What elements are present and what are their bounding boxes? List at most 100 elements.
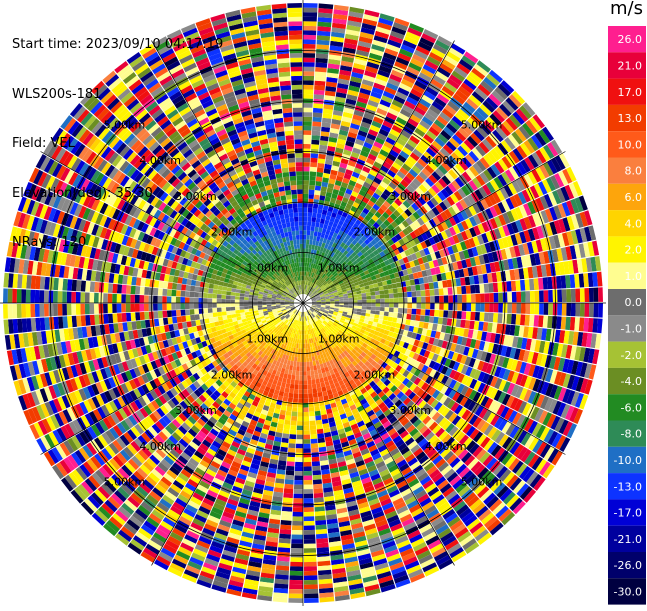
velocity-gate bbox=[258, 344, 264, 351]
velocity-gate bbox=[81, 481, 94, 495]
velocity-gate bbox=[297, 316, 300, 321]
velocity-gate bbox=[375, 398, 384, 406]
velocity-gate bbox=[410, 58, 424, 68]
velocity-gate bbox=[421, 270, 428, 277]
velocity-gate bbox=[260, 432, 268, 440]
velocity-gate bbox=[268, 406, 275, 413]
velocity-gate bbox=[539, 443, 551, 459]
velocity-gate bbox=[260, 503, 271, 510]
velocity-gate bbox=[374, 211, 382, 219]
velocity-gate bbox=[304, 593, 319, 599]
velocity-gate bbox=[506, 358, 514, 370]
velocity-gate bbox=[281, 511, 293, 517]
velocity-gate bbox=[310, 277, 313, 282]
velocity-gate bbox=[353, 281, 360, 286]
velocity-gate bbox=[319, 140, 328, 146]
velocity-gate bbox=[407, 27, 423, 37]
velocity-gate bbox=[318, 3, 334, 10]
velocity-gate bbox=[315, 240, 320, 246]
velocity-gate bbox=[311, 288, 316, 293]
velocity-gate bbox=[233, 456, 243, 465]
velocity-gate bbox=[316, 167, 324, 173]
velocity-gate bbox=[233, 481, 244, 489]
velocity-gate bbox=[370, 291, 376, 296]
velocity-gate bbox=[323, 168, 331, 174]
velocity-gate bbox=[565, 405, 575, 421]
velocity-gate bbox=[413, 377, 422, 386]
velocity-gate bbox=[313, 311, 318, 316]
velocity-gate bbox=[380, 244, 387, 251]
velocity-gate bbox=[307, 375, 312, 381]
velocity-gate bbox=[348, 351, 355, 357]
velocity-gate bbox=[357, 232, 364, 239]
velocity-gate bbox=[500, 345, 508, 357]
velocity-gate bbox=[390, 493, 402, 502]
velocity-gate bbox=[334, 238, 340, 244]
velocity-gate bbox=[464, 514, 478, 527]
velocity-gate bbox=[523, 389, 533, 402]
velocity-gate bbox=[379, 99, 391, 108]
velocity-gate bbox=[341, 538, 354, 546]
velocity-gate bbox=[284, 313, 289, 317]
velocity-gate bbox=[323, 263, 328, 269]
velocity-gate bbox=[393, 350, 401, 358]
velocity-gate bbox=[324, 233, 329, 240]
velocity-gate bbox=[558, 261, 566, 275]
velocity-gate bbox=[221, 441, 231, 449]
velocity-gate bbox=[135, 531, 150, 544]
velocity-gate bbox=[370, 366, 378, 374]
velocity-gate bbox=[321, 242, 326, 248]
velocity-gate bbox=[303, 225, 307, 231]
velocity-gate bbox=[545, 368, 554, 383]
velocity-gate bbox=[228, 429, 237, 437]
velocity-gate bbox=[185, 565, 201, 575]
velocity-gate bbox=[370, 306, 376, 311]
velocity-gate bbox=[107, 477, 120, 490]
velocity-gate bbox=[515, 280, 521, 291]
velocity-gate bbox=[534, 340, 541, 353]
velocity-gate bbox=[331, 242, 337, 248]
velocity-gate bbox=[352, 147, 362, 155]
velocity-gate bbox=[160, 405, 169, 415]
velocity-gate bbox=[286, 360, 291, 366]
velocity-gate bbox=[354, 357, 361, 364]
velocity-gate bbox=[510, 234, 518, 246]
velocity-gate bbox=[379, 307, 385, 312]
velocity-gate bbox=[196, 378, 205, 386]
velocity-gate bbox=[548, 399, 558, 413]
velocity-gate bbox=[378, 401, 386, 410]
velocity-gate bbox=[506, 313, 512, 325]
velocity-gate bbox=[351, 276, 357, 281]
velocity-gate bbox=[507, 370, 515, 382]
velocity-gate bbox=[407, 457, 418, 467]
velocity-gate bbox=[441, 375, 449, 385]
velocity-gate bbox=[270, 324, 275, 329]
velocity-gate bbox=[206, 553, 221, 563]
velocity-gate bbox=[358, 174, 367, 182]
velocity-gate bbox=[331, 193, 338, 200]
velocity-gate bbox=[311, 304, 317, 307]
velocity-gate bbox=[445, 140, 457, 152]
velocity-gate bbox=[355, 327, 362, 332]
velocity-gate bbox=[348, 303, 353, 306]
velocity-gate bbox=[448, 412, 458, 423]
velocity-gate bbox=[408, 273, 415, 280]
velocity-gate bbox=[307, 329, 310, 335]
velocity-gate bbox=[377, 196, 386, 204]
velocity-gate bbox=[475, 174, 486, 186]
velocity-gate bbox=[281, 328, 286, 334]
velocity-gate bbox=[313, 284, 318, 289]
velocity-gate bbox=[219, 519, 232, 528]
velocity-gate bbox=[312, 346, 316, 352]
velocity-gate bbox=[112, 513, 126, 526]
velocity-gate bbox=[140, 524, 155, 536]
velocity-gate bbox=[452, 335, 459, 344]
velocity-gate bbox=[506, 382, 516, 395]
velocity-gate bbox=[356, 225, 363, 233]
velocity-gate bbox=[510, 221, 519, 234]
velocity-gate bbox=[558, 170, 569, 186]
velocity-gate bbox=[378, 575, 393, 584]
velocity-gate bbox=[439, 265, 446, 274]
velocity-gate bbox=[402, 330, 409, 337]
